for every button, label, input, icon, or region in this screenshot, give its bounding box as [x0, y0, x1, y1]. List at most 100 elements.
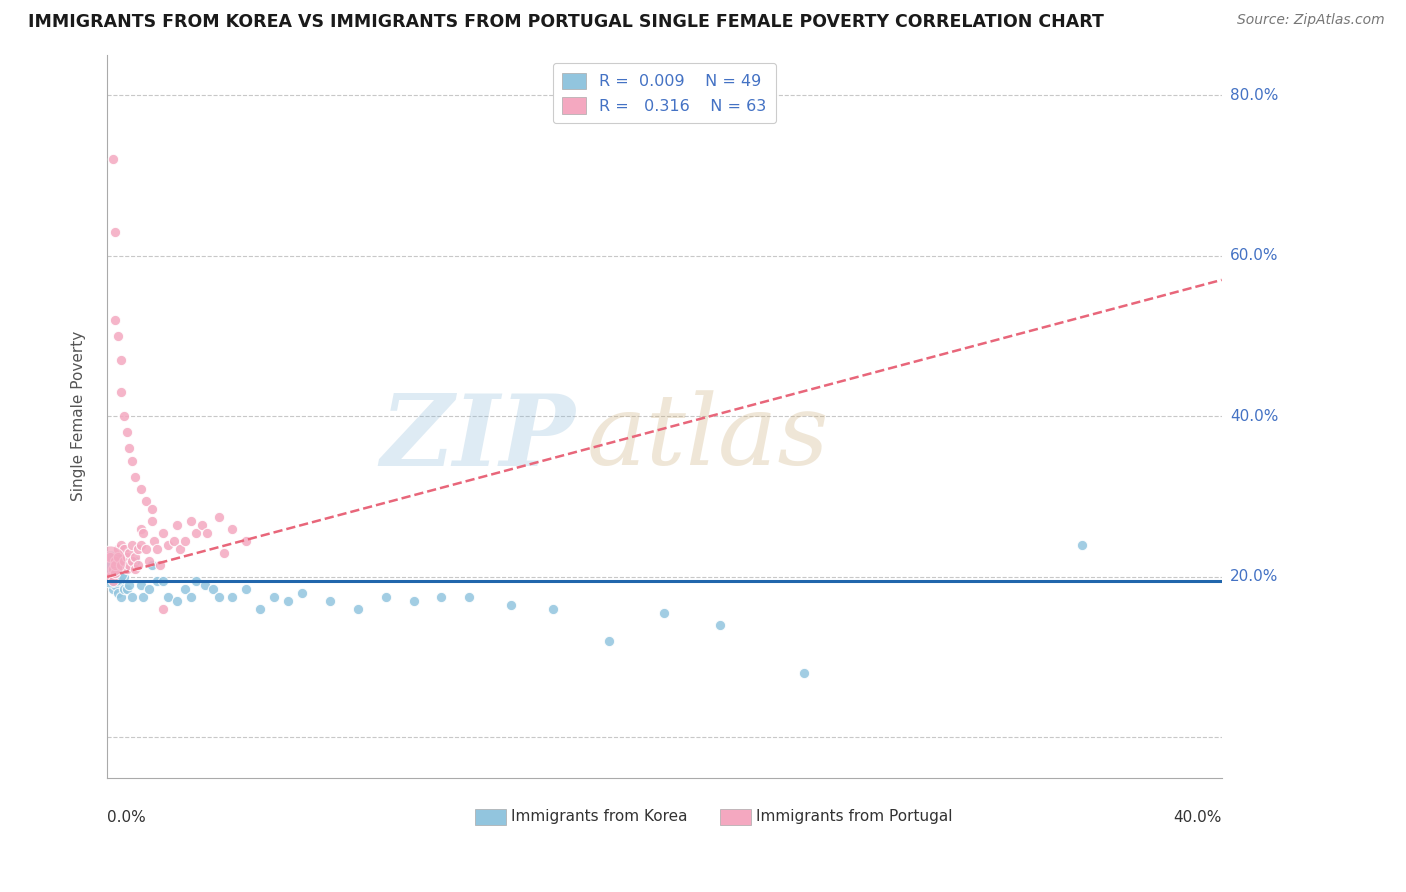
Text: atlas: atlas [586, 391, 830, 485]
Point [124, 469, 146, 483]
Text: Immigrants from Korea: Immigrants from Korea [510, 809, 688, 824]
Text: 0.0%: 0.0% [107, 810, 146, 825]
Point [194, 578, 217, 592]
Text: Immigrants from Portugal: Immigrants from Portugal [756, 809, 952, 824]
Point [107, 586, 129, 600]
Point [163, 533, 186, 548]
Text: ZIP: ZIP [380, 390, 575, 486]
Point [291, 586, 314, 600]
Point [430, 590, 453, 604]
Point [174, 582, 197, 596]
Point [107, 541, 129, 556]
Point [152, 602, 174, 616]
Point [124, 562, 146, 576]
Point [107, 329, 129, 343]
Y-axis label: Single Female Poverty: Single Female Poverty [72, 331, 86, 501]
Point [152, 574, 174, 588]
Point [118, 546, 141, 560]
Point [110, 574, 132, 588]
Point [104, 554, 127, 568]
Point [186, 574, 208, 588]
Point [235, 533, 257, 548]
FancyBboxPatch shape [720, 809, 751, 824]
Point [138, 554, 160, 568]
Point [221, 522, 243, 536]
Point [263, 590, 285, 604]
Point [207, 590, 229, 604]
Point [174, 533, 197, 548]
Point [141, 501, 163, 516]
Point [101, 582, 124, 596]
Point [101, 562, 124, 576]
Point [169, 541, 191, 556]
Point [132, 525, 155, 540]
Text: 60.0%: 60.0% [1230, 248, 1278, 263]
Point [166, 594, 188, 608]
Point [127, 541, 149, 556]
Point [212, 546, 235, 560]
Point [249, 602, 271, 616]
Point [149, 558, 172, 572]
Point [141, 558, 163, 572]
Point [458, 590, 481, 604]
Point [207, 509, 229, 524]
Point [127, 558, 149, 572]
Point [221, 590, 243, 604]
Point [115, 582, 138, 596]
Point [104, 554, 127, 568]
Point [104, 566, 127, 580]
Point [277, 594, 299, 608]
Point [132, 590, 155, 604]
Point [235, 582, 257, 596]
Point [1071, 538, 1094, 552]
Point [135, 541, 157, 556]
Point [124, 554, 146, 568]
Point [112, 570, 135, 584]
Point [402, 594, 425, 608]
Point [180, 590, 202, 604]
Point [115, 549, 138, 564]
Point [98, 570, 121, 584]
Point [157, 538, 180, 552]
Point [110, 538, 132, 552]
Point [98, 549, 121, 564]
Point [138, 582, 160, 596]
Point [107, 558, 129, 572]
Point [124, 549, 146, 564]
Point [110, 385, 132, 400]
Point [118, 442, 141, 456]
Point [101, 153, 124, 167]
Point [110, 558, 132, 572]
Point [201, 582, 224, 596]
Point [501, 598, 523, 612]
Point [104, 313, 127, 327]
Point [104, 225, 127, 239]
Text: Source: ZipAtlas.com: Source: ZipAtlas.com [1237, 13, 1385, 28]
Text: 40.0%: 40.0% [1174, 810, 1222, 825]
Point [110, 590, 132, 604]
Point [709, 618, 731, 632]
Point [166, 517, 188, 532]
Text: 80.0%: 80.0% [1230, 87, 1278, 103]
Point [112, 409, 135, 424]
Point [101, 562, 124, 576]
Text: 20.0%: 20.0% [1230, 569, 1278, 584]
Point [121, 554, 143, 568]
Point [197, 525, 219, 540]
Point [98, 549, 121, 564]
Point [152, 525, 174, 540]
Text: 40.0%: 40.0% [1230, 409, 1278, 424]
Point [98, 562, 121, 576]
Point [180, 514, 202, 528]
Point [347, 602, 370, 616]
Point [146, 541, 169, 556]
Point [793, 666, 815, 681]
Point [118, 558, 141, 572]
Point [374, 590, 396, 604]
Point [112, 541, 135, 556]
Point [129, 538, 152, 552]
Point [129, 578, 152, 592]
Point [135, 493, 157, 508]
Legend: R =  0.009    N = 49, R =   0.316    N = 63: R = 0.009 N = 49, R = 0.316 N = 63 [553, 63, 776, 123]
Point [129, 522, 152, 536]
